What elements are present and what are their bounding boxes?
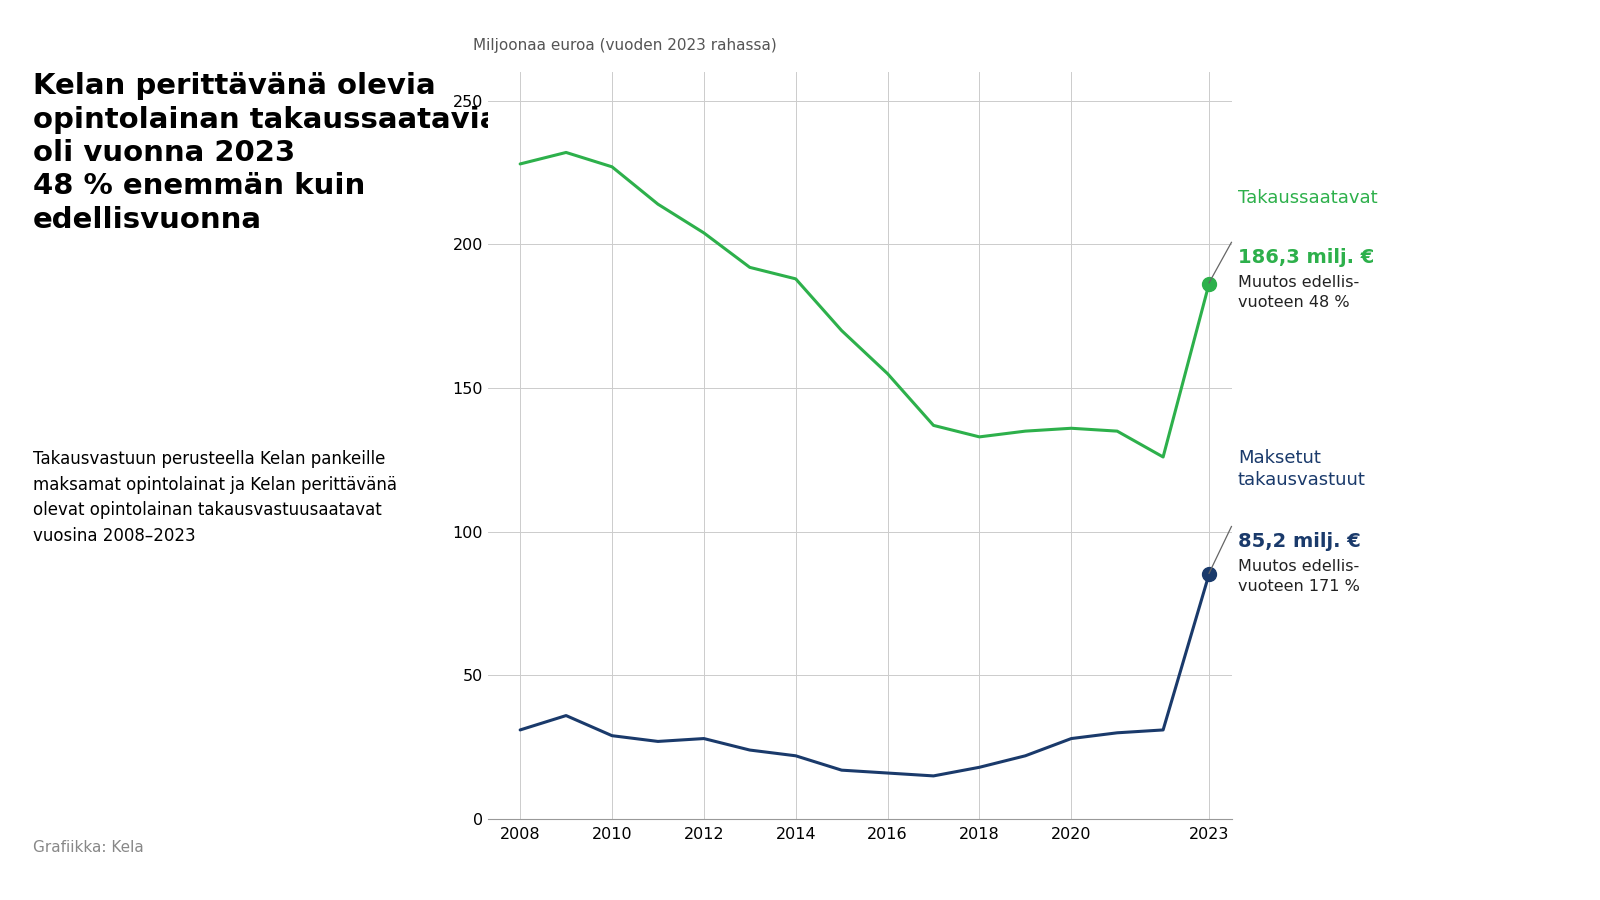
Text: Muutos edellis-
vuoteen 171 %: Muutos edellis- vuoteen 171 %: [1238, 559, 1360, 594]
Text: Maksetut
takausvastuut: Maksetut takausvastuut: [1238, 448, 1366, 489]
Text: 186,3 milj. €: 186,3 milj. €: [1238, 248, 1374, 266]
Text: Grafiikka: Kela: Grafiikka: Kela: [34, 840, 144, 855]
Text: Kelan perittävänä olevia
opintolainan takaussaatavia
oli vuonna 2023
48 % enemmä: Kelan perittävänä olevia opintolainan ta…: [34, 72, 499, 234]
Text: 85,2 milj. €: 85,2 milj. €: [1238, 532, 1360, 551]
Text: Takaussaatavat: Takaussaatavat: [1238, 189, 1378, 207]
Text: Muutos edellis-
vuoteen 48 %: Muutos edellis- vuoteen 48 %: [1238, 274, 1358, 310]
Text: Takausvastuun perusteella Kelan pankeille
maksamat opintolainat ja Kelan perittä: Takausvastuun perusteella Kelan pankeill…: [34, 450, 397, 545]
Text: Miljoonaa euroa (vuoden 2023 rahassa): Miljoonaa euroa (vuoden 2023 rahassa): [474, 39, 778, 53]
